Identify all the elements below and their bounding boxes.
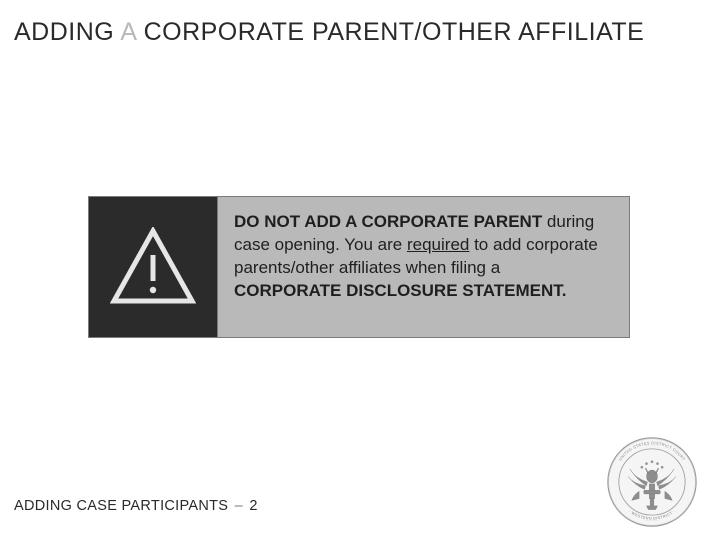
court-seal-icon: · · · · · · · · · · UNITED STATES DI [606,436,698,528]
footer: ADDING CASE PARTICIPANTS – 2 [14,498,258,514]
slide-title: ADDING A CORPORATE PARENT/OTHER AFFILIAT… [14,18,644,47]
warning-bold-end: CORPORATE DISCLOSURE STATEMENT. [234,281,566,300]
warning-bold-intro: DO NOT ADD A CORPORATE PARENT [234,212,542,231]
warning-callout: DO NOT ADD A CORPORATE PARENT during cas… [88,196,630,338]
warning-required: required [407,235,469,254]
title-accent: A [120,18,136,46]
warning-icon [110,227,196,307]
footer-label: ADDING CASE PARTICIPANTS [14,498,228,514]
warning-text: DO NOT ADD A CORPORATE PARENT during cas… [234,211,611,303]
warning-icon-panel [89,197,217,337]
footer-separator: – [235,498,243,514]
warning-text-panel: DO NOT ADD A CORPORATE PARENT during cas… [217,197,629,337]
title-rest: CORPORATE PARENT/OTHER AFFILIATE [144,18,645,46]
footer-page: 2 [249,498,257,514]
title-prefix: ADDING [14,18,114,46]
